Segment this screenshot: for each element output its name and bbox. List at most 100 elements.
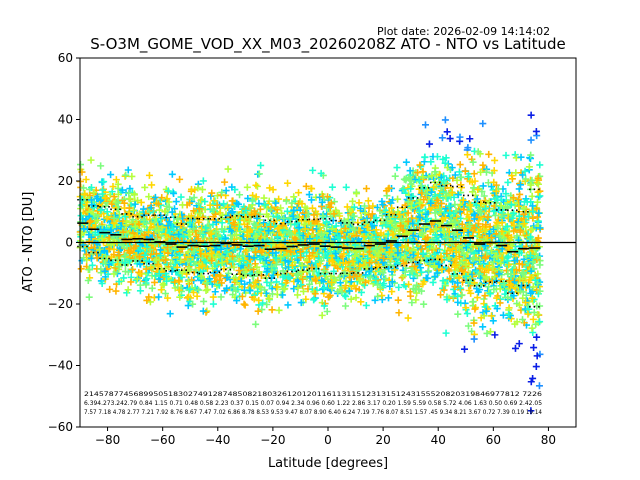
- data-point: [437, 291, 445, 299]
- data-point: [505, 285, 513, 293]
- data-point: [166, 310, 174, 318]
- data-point: [450, 193, 458, 201]
- data-point: [326, 203, 334, 211]
- data-point: [220, 265, 228, 273]
- data-point: [87, 156, 95, 164]
- data-point: [275, 195, 283, 203]
- y-axis-label: ATO - NTO [DU]: [21, 192, 36, 293]
- data-point: [388, 278, 396, 286]
- data-point: [159, 281, 167, 289]
- data-point: [270, 240, 278, 248]
- data-point: [498, 212, 506, 220]
- data-point: [350, 203, 358, 211]
- data-point: [294, 219, 302, 227]
- data-point: [118, 186, 126, 194]
- data-point: [228, 183, 236, 191]
- data-point: [156, 275, 164, 283]
- data-point: [233, 297, 241, 305]
- data-point: [186, 219, 194, 227]
- data-point: [511, 344, 519, 352]
- data-point: [152, 256, 160, 264]
- data-point: [252, 278, 260, 286]
- data-point: [465, 286, 473, 294]
- data-point: [455, 168, 463, 176]
- data-point: [298, 268, 306, 276]
- data-point: [89, 249, 97, 257]
- data-point: [217, 246, 225, 254]
- data-point: [457, 214, 465, 222]
- data-point: [202, 286, 210, 294]
- data-point: [174, 215, 182, 223]
- data-point: [455, 274, 463, 282]
- data-point: [146, 298, 154, 306]
- data-point: [469, 298, 477, 306]
- data-point: [455, 244, 463, 252]
- data-point: [391, 172, 399, 180]
- data-point: [273, 283, 281, 291]
- data-point: [298, 261, 306, 269]
- data-point: [230, 284, 238, 292]
- data-point: [110, 193, 118, 201]
- data-point: [198, 186, 206, 194]
- data-point: [361, 209, 369, 217]
- data-point: [527, 378, 535, 386]
- data-point: [243, 232, 251, 240]
- data-point: [210, 207, 218, 215]
- data-point: [422, 235, 430, 243]
- data-point: [164, 187, 172, 195]
- data-point: [389, 230, 397, 238]
- data-point: [272, 199, 280, 207]
- data-point: [421, 223, 429, 231]
- data-point: [306, 273, 314, 281]
- data-point: [320, 302, 328, 310]
- data-point: [328, 257, 336, 265]
- data-point: [529, 315, 537, 323]
- data-point: [330, 235, 338, 243]
- data-point: [473, 195, 481, 203]
- data-point: [365, 204, 373, 212]
- data-point: [331, 211, 339, 219]
- data-point: [218, 252, 226, 260]
- data-point: [471, 305, 479, 313]
- data-point: [395, 283, 403, 291]
- data-point: [512, 253, 520, 261]
- data-point: [250, 272, 258, 280]
- data-point: [235, 267, 243, 275]
- data-point: [137, 198, 145, 206]
- data-point: [488, 312, 496, 320]
- data-point: [267, 262, 275, 270]
- data-point: [190, 194, 198, 202]
- data-point: [361, 202, 369, 210]
- data-point: [274, 271, 282, 279]
- data-point: [368, 210, 376, 218]
- data-point: [150, 229, 158, 237]
- data-point: [162, 256, 170, 264]
- data-point: [246, 287, 254, 295]
- data-point: [267, 205, 275, 213]
- data-point: [272, 261, 280, 269]
- data-point: [464, 144, 472, 152]
- data-point: [453, 176, 461, 184]
- data-point: [85, 212, 93, 220]
- data-point: [263, 301, 271, 309]
- data-point: [372, 233, 380, 241]
- data-point: [332, 250, 340, 258]
- data-point: [420, 196, 428, 204]
- data-point: [504, 270, 512, 278]
- data-point: [222, 187, 230, 195]
- data-point: [234, 212, 242, 220]
- data-point: [218, 259, 226, 267]
- data-point: [488, 234, 496, 242]
- data-point: [408, 299, 416, 307]
- data-point: [124, 286, 132, 294]
- data-point: [423, 190, 431, 198]
- data-point: [284, 252, 292, 260]
- data-point: [416, 199, 424, 207]
- data-point: [479, 120, 487, 128]
- data-point: [98, 234, 106, 242]
- data-point: [278, 254, 286, 262]
- data-point: [482, 274, 490, 282]
- data-point: [250, 254, 258, 262]
- data-point: [448, 189, 456, 197]
- data-point: [124, 166, 132, 174]
